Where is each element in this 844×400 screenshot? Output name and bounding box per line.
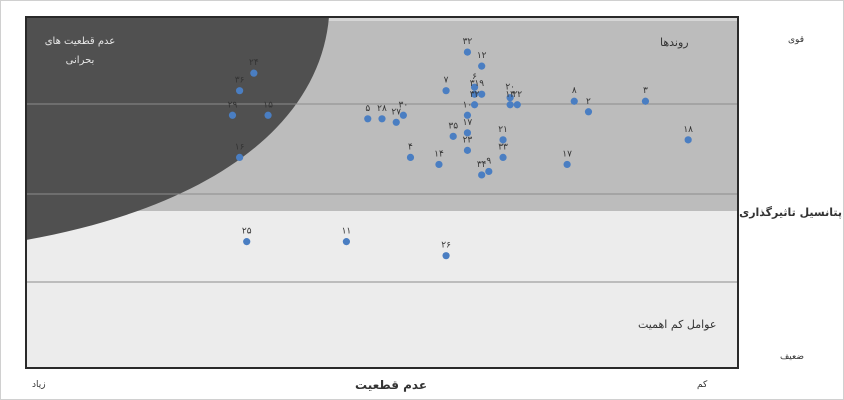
critical-zone-label-line1: عدم قطعیت های [44,36,116,47]
data-label-25: ۲۱ [498,125,508,135]
data-label-27: ۱۶ [235,142,245,152]
trends-zone-label: روندها [660,36,689,49]
data-point-12 [506,101,514,109]
data-label-5: ۷ [444,76,449,86]
data-label-6: ۶ [472,72,477,82]
data-point-9 [470,101,479,109]
data-label-20: ۳۰ [399,100,409,110]
data-point-5 [442,87,450,95]
trends-zone-light [26,17,738,21]
data-point-14 [584,108,593,116]
y-axis-label: پتانسیل تاثیرگذاری [739,206,842,219]
data-label-37: ۲۶ [441,241,451,251]
data-label-7: ۳۱ [470,79,480,89]
data-label-2: ۱۲ [477,51,487,61]
data-point-18 [364,115,372,123]
data-point-21 [392,118,400,126]
data-point-27 [236,153,244,161]
x-axis-right-label: کم [697,380,708,390]
data-label-21: ۲۷ [391,107,401,117]
data-label-10: ۲۰ [505,83,515,93]
low-importance-zone-label: عوامل کم اهمیت [638,318,717,331]
data-label-4: ۳۶ [235,76,245,86]
data-label-15: ۳ [643,86,648,96]
data-point-19 [378,115,386,123]
x-axis-left-label: زیاد [32,380,46,390]
data-label-32: ۳۳ [498,142,508,152]
data-label-18: ۵ [365,104,370,114]
plot-border [25,16,739,369]
data-point-17 [264,111,272,119]
data-label-14: ۲ [586,97,591,107]
data-label-24: ۱۷ [463,118,473,128]
data-label-3: ۲۴ [249,58,259,68]
data-point-15 [641,97,650,105]
data-label-1: ۳۲ [463,37,473,47]
data-point-28 [406,153,415,161]
data-point-23 [449,132,457,140]
data-point-10 [506,94,514,102]
data-point-7 [470,90,479,98]
data-point-1 [463,48,472,56]
data-label-9: ۳۲ [470,90,480,100]
critical-zone-label: عدم قطعیت های بحرانی [40,32,120,70]
data-label-23: ۳۵ [448,121,458,131]
data-point-36 [342,238,350,246]
data-label-11: ۲۲ [512,90,522,100]
data-label-13: ۸ [572,86,577,96]
data-point-33 [463,146,472,154]
data-point-16 [228,111,237,119]
data-label-12: ۱۳ [505,90,515,100]
data-point-24 [463,129,472,137]
data-point-29 [435,160,443,169]
data-label-17: ۱۵ [263,100,273,110]
data-point-34 [563,160,571,169]
data-point-6 [470,83,479,91]
data-label-29: ۱۴ [434,149,444,159]
x-axis-label: عدم قطعیت [355,378,428,392]
data-label-22: ۱۰ [463,100,473,110]
y-axis-bottom-label: ضعیف [779,352,804,362]
data-point-4 [236,87,244,95]
data-point-2 [478,62,486,70]
data-label-34: ۱۷ [562,149,572,159]
data-point-8 [478,90,486,98]
data-point-13 [570,97,578,105]
data-point-37 [442,252,450,260]
data-point-22 [463,111,472,119]
critical-zone-label-line2: بحرانی [65,55,95,66]
data-label-35: ۲۵ [242,227,252,237]
data-label-16: ۲۹ [228,100,238,110]
data-point-25 [499,136,507,144]
data-label-26: ۱۸ [683,125,693,135]
data-point-35 [243,238,251,246]
data-point-32 [499,153,507,161]
data-point-11 [513,101,521,109]
data-label-19: ۲۸ [377,104,387,114]
data-point-3 [250,69,258,77]
data-point-26 [684,136,692,144]
y-axis-top-label: قوی [788,35,804,45]
data-label-30: ۳۴ [477,160,487,170]
data-point-20 [399,111,407,119]
data-label-31: ۹ [486,156,491,166]
data-label-36: ۱۱ [342,227,352,237]
gridlines [26,103,738,283]
data-point-30 [478,171,486,179]
data-label-33: ۲۳ [463,135,473,145]
data-label-8: ۹ [479,79,484,89]
data-label-28: ۴ [408,142,413,152]
data-point-31 [485,167,493,176]
